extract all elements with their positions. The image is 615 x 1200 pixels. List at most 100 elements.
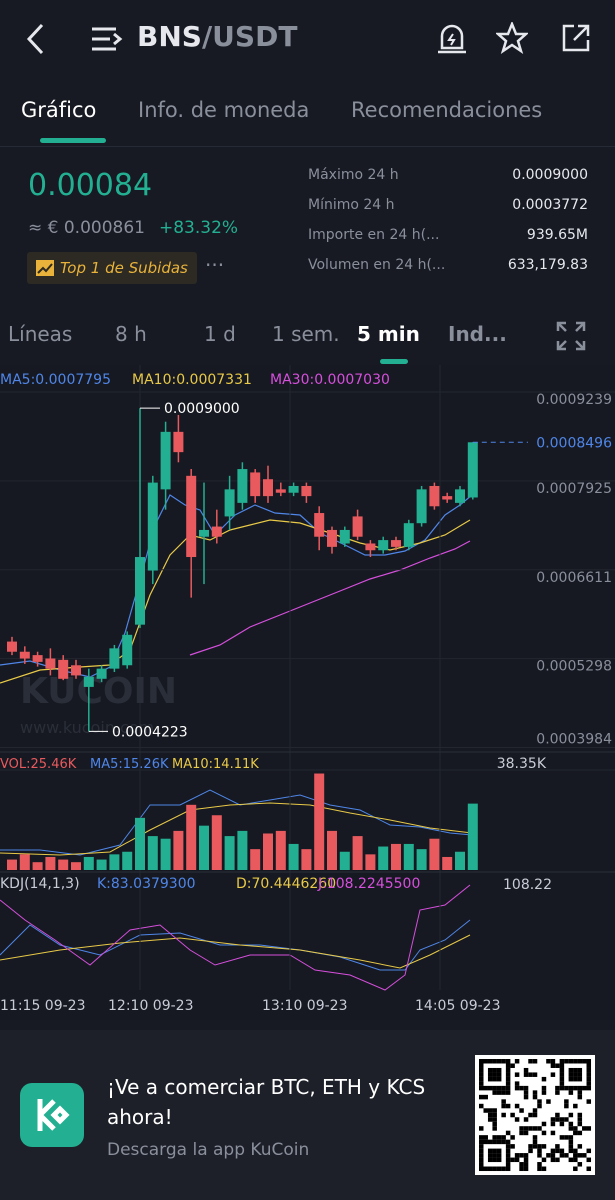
qr-module: [496, 1148, 502, 1154]
ma-legend: MA30:0.0007030: [270, 372, 390, 388]
candle-body: [352, 516, 363, 537]
qr-module: [523, 1166, 529, 1172]
qr-module: [555, 1144, 560, 1149]
qr-module: [505, 1153, 511, 1158]
interval-option[interactable]: 8 h: [115, 322, 147, 346]
qr-module: [528, 1059, 533, 1064]
qr-module: [501, 1139, 506, 1145]
qr-module: [501, 1090, 506, 1095]
qr-module: [479, 1085, 484, 1091]
volume-legend: MA10:14.11K: [172, 757, 259, 772]
tab[interactable]: Gráfico: [21, 98, 97, 122]
qr-module: [532, 1108, 538, 1113]
promo-banner[interactable]: ¡Ve a comerciar BTC, ETH y KCS ahora! De…: [0, 1030, 615, 1200]
qr-module: [532, 1112, 538, 1118]
volume-bar: [455, 851, 465, 870]
qr-module: [523, 1162, 529, 1167]
qr-module: [537, 1144, 542, 1149]
volume-bar: [301, 849, 312, 870]
qr-module: [487, 1067, 493, 1073]
ma30-line: [189, 540, 471, 656]
volume-bar: [199, 825, 209, 870]
qr-module: [487, 1108, 493, 1113]
qr-module: [501, 1112, 506, 1118]
more-dots[interactable]: ···: [205, 253, 225, 277]
qr-module: [479, 1072, 484, 1077]
volume-bar: [250, 849, 261, 870]
stat-value: 0.0003772: [512, 197, 588, 213]
qr-module: [487, 1117, 493, 1122]
qr-module: [568, 1085, 574, 1091]
volume-bar: [429, 838, 440, 870]
volume-bar: [416, 849, 427, 870]
qr-module: [573, 1076, 578, 1082]
qr-module: [568, 1090, 574, 1095]
qr-module: [510, 1112, 515, 1118]
qr-module: [568, 1157, 574, 1163]
qr-module: [577, 1059, 583, 1064]
qr-module: [541, 1076, 547, 1082]
alert-icon[interactable]: [436, 22, 468, 56]
qr-module: [577, 1121, 583, 1127]
interval-option[interactable]: Líneas: [8, 322, 73, 346]
share-icon[interactable]: [560, 22, 592, 54]
qr-module: [479, 1103, 484, 1109]
qr-module: [573, 1072, 578, 1077]
candle-body: [275, 489, 286, 493]
tab[interactable]: Recomendaciones: [351, 98, 543, 122]
qr-module: [501, 1099, 506, 1104]
qr-module: [546, 1099, 551, 1104]
qr-module: [519, 1162, 524, 1167]
qr-module: [505, 1157, 511, 1163]
menu-icon[interactable]: [90, 25, 124, 53]
watermark-url: www.kucoin.com: [20, 718, 154, 737]
favorite-icon[interactable]: [496, 22, 528, 54]
qr-module: [559, 1135, 565, 1140]
qr-module: [559, 1153, 565, 1158]
qr-module: [577, 1162, 583, 1167]
qr-module: [550, 1063, 556, 1068]
candle-body: [96, 668, 107, 679]
ma-legend: MA10:0.0007331: [132, 372, 252, 388]
qr-module: [537, 1148, 542, 1154]
annotation-label: 0.0004223: [112, 724, 188, 740]
pair-base: BNS: [137, 20, 202, 53]
qr-module: [479, 1126, 484, 1131]
qr-module: [492, 1085, 497, 1091]
qr-module: [496, 1166, 502, 1172]
interval-option[interactable]: 1 sem.: [272, 322, 340, 346]
qr-module: [573, 1166, 578, 1172]
qr-module: [532, 1090, 538, 1095]
qr-module: [555, 1085, 560, 1091]
fullscreen-icon[interactable]: [556, 321, 586, 351]
qr-module: [577, 1112, 583, 1118]
interval-option[interactable]: Ind...: [448, 322, 507, 346]
qr-module: [505, 1144, 511, 1149]
qr-module: [564, 1085, 569, 1091]
qr-module: [532, 1072, 538, 1077]
qr-module: [550, 1121, 556, 1127]
qr-module: [487, 1139, 493, 1145]
qr-module: [559, 1148, 565, 1154]
qr-module: [541, 1166, 547, 1172]
price-change: +83.32%: [159, 218, 239, 238]
pair-title[interactable]: BNS/USDT: [137, 20, 297, 53]
qr-module: [537, 1162, 542, 1167]
interval-option[interactable]: 5 min: [357, 322, 420, 346]
qr-module: [479, 1076, 484, 1082]
qr-module: [479, 1059, 484, 1064]
interval-indicator: [380, 359, 408, 364]
qr-module: [483, 1059, 488, 1064]
candle-body: [327, 529, 337, 547]
back-button[interactable]: [24, 22, 48, 56]
tab[interactable]: Info. de moneda: [138, 98, 310, 122]
rank-badge[interactable]: Top 1 de Subidas: [27, 252, 197, 284]
interval-option[interactable]: 1 d: [204, 322, 236, 346]
volume-bar: [32, 862, 43, 870]
qr-module: [541, 1090, 547, 1095]
tab-bar: Gráfico Info. de moneda Recomendaciones: [0, 78, 615, 147]
qr-module: [501, 1103, 506, 1109]
qr-module: [523, 1067, 529, 1073]
qr-module: [523, 1117, 529, 1122]
volume-bar: [135, 817, 145, 870]
